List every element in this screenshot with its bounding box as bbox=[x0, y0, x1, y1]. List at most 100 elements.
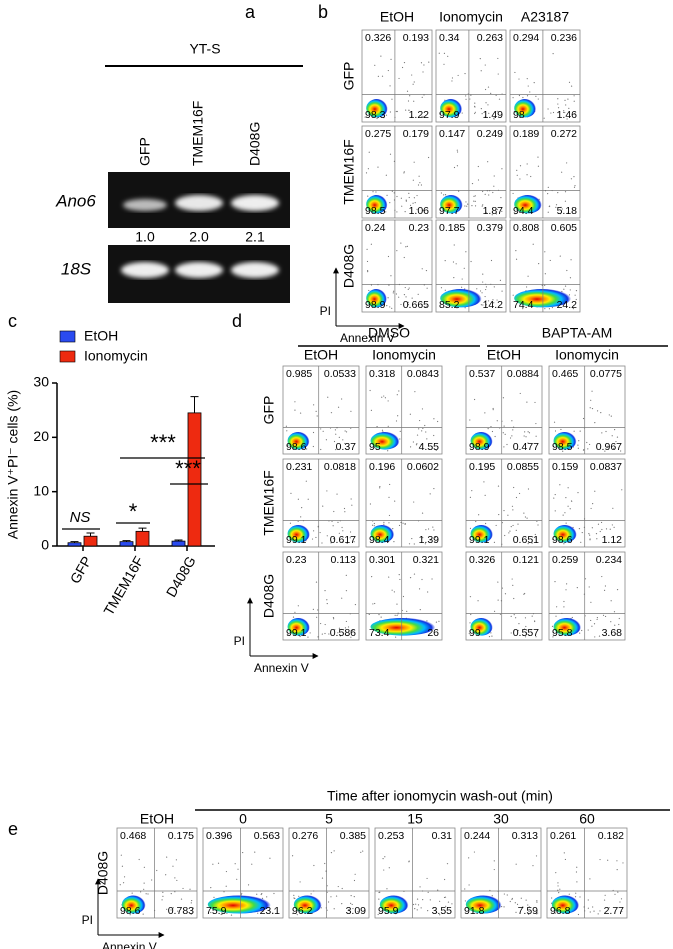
event-dot bbox=[180, 898, 183, 900]
event-dot bbox=[520, 897, 522, 899]
event-dot bbox=[515, 911, 517, 913]
event-dot bbox=[413, 903, 415, 906]
event-dot bbox=[496, 208, 498, 211]
event-dot bbox=[512, 584, 514, 586]
event-dot bbox=[590, 399, 592, 401]
event-dot bbox=[575, 290, 578, 292]
event-dot bbox=[487, 300, 490, 302]
event-dot bbox=[572, 308, 574, 310]
quadrant-value: 1.22 bbox=[409, 109, 430, 121]
event-dot bbox=[406, 610, 408, 612]
event-dot bbox=[488, 112, 490, 114]
event-dot bbox=[350, 895, 352, 897]
event-dot bbox=[564, 111, 566, 114]
event-dot bbox=[365, 172, 368, 174]
event-dot bbox=[344, 627, 347, 629]
event-dot bbox=[608, 414, 610, 416]
event-dot bbox=[616, 869, 618, 871]
quadrant-value: 0.23 bbox=[409, 222, 430, 234]
event-dot bbox=[524, 516, 527, 518]
event-dot bbox=[532, 536, 534, 538]
event-dot bbox=[408, 860, 410, 862]
event-dot bbox=[566, 269, 568, 272]
event-dot bbox=[610, 621, 612, 623]
event-dot bbox=[588, 533, 590, 535]
event-dot bbox=[463, 267, 465, 269]
event-dot bbox=[476, 288, 478, 290]
event-dot bbox=[601, 528, 603, 531]
event-dot bbox=[307, 498, 309, 500]
bar bbox=[135, 530, 150, 547]
event-dot bbox=[419, 419, 421, 422]
quadrant-value: 0.34 bbox=[439, 32, 460, 44]
event-dot bbox=[162, 895, 164, 897]
x-tick-label: D408G bbox=[163, 553, 199, 599]
quadrant-value: 0.23 bbox=[286, 554, 307, 566]
event-dot bbox=[456, 165, 459, 167]
quadrant-value: 0.31 bbox=[432, 830, 453, 842]
event-dot bbox=[335, 433, 337, 435]
quadrant-value: 98 bbox=[513, 109, 525, 121]
event-dot bbox=[372, 191, 374, 193]
quadrant-value: 85.2 bbox=[439, 299, 460, 311]
event-dot bbox=[420, 184, 423, 186]
event-dot bbox=[399, 578, 401, 581]
event-dot bbox=[210, 886, 212, 889]
quadrant-value: 0.275 bbox=[365, 128, 391, 140]
event-dot bbox=[468, 857, 470, 859]
event-dot bbox=[316, 616, 318, 618]
event-dot bbox=[376, 117, 378, 120]
event-dot bbox=[337, 885, 339, 888]
event-dot bbox=[151, 879, 153, 881]
event-dot bbox=[491, 635, 493, 637]
event-dot bbox=[327, 901, 330, 903]
event-dot bbox=[386, 888, 388, 890]
event-dot bbox=[493, 302, 495, 304]
event-dot bbox=[389, 85, 391, 87]
event-dot bbox=[409, 95, 411, 97]
quadrant-value: 95.9 bbox=[378, 905, 399, 917]
event-dot bbox=[444, 289, 446, 291]
event-dot bbox=[369, 503, 372, 505]
event-dot bbox=[618, 623, 620, 626]
event-dot bbox=[548, 308, 551, 310]
event-dot bbox=[503, 893, 505, 895]
event-dot bbox=[484, 494, 486, 496]
event-dot bbox=[582, 417, 585, 420]
quadrant-value: 4.55 bbox=[419, 441, 440, 453]
quadrant-value: 3.09 bbox=[346, 905, 367, 917]
density bbox=[366, 195, 388, 214]
quadrant-value: 0.185 bbox=[439, 222, 465, 234]
density bbox=[287, 525, 310, 543]
event-dot bbox=[511, 435, 513, 437]
event-dot bbox=[433, 529, 435, 531]
event-dot bbox=[465, 95, 467, 97]
event-dot bbox=[555, 615, 557, 617]
event-dot bbox=[602, 614, 605, 616]
event-dot bbox=[512, 524, 514, 527]
event-dot bbox=[387, 69, 389, 72]
event-dot bbox=[493, 868, 495, 871]
event-dot bbox=[536, 520, 538, 522]
event-dot bbox=[443, 52, 446, 54]
panel-label: c bbox=[8, 311, 17, 331]
event-dot bbox=[404, 286, 406, 289]
row-label: TMEM16F bbox=[341, 139, 357, 204]
event-dot bbox=[471, 490, 473, 492]
event-dot bbox=[491, 895, 493, 897]
event-dot bbox=[398, 390, 400, 392]
event-dot bbox=[588, 586, 590, 588]
event-dot bbox=[299, 635, 301, 638]
event-dot bbox=[383, 395, 385, 397]
event-dot bbox=[392, 292, 394, 294]
event-dot bbox=[617, 891, 619, 893]
event-dot bbox=[445, 905, 447, 907]
event-dot bbox=[491, 214, 493, 216]
event-dot bbox=[349, 531, 352, 533]
event-dot bbox=[496, 420, 498, 422]
event-dot bbox=[510, 632, 512, 634]
event-dot bbox=[534, 533, 536, 536]
event-dot bbox=[480, 304, 482, 306]
event-dot bbox=[352, 907, 354, 910]
event-dot bbox=[458, 190, 460, 192]
